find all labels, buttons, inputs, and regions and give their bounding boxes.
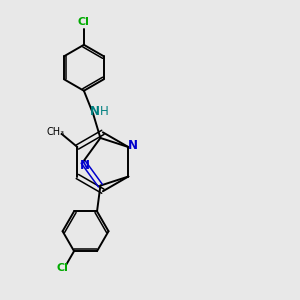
Text: N: N [90, 105, 100, 119]
Text: Cl: Cl [57, 263, 69, 273]
Text: N: N [128, 139, 138, 152]
Text: N: N [80, 159, 90, 172]
Text: Cl: Cl [78, 17, 90, 27]
Text: H: H [100, 105, 109, 119]
Text: CH₃: CH₃ [46, 128, 65, 137]
